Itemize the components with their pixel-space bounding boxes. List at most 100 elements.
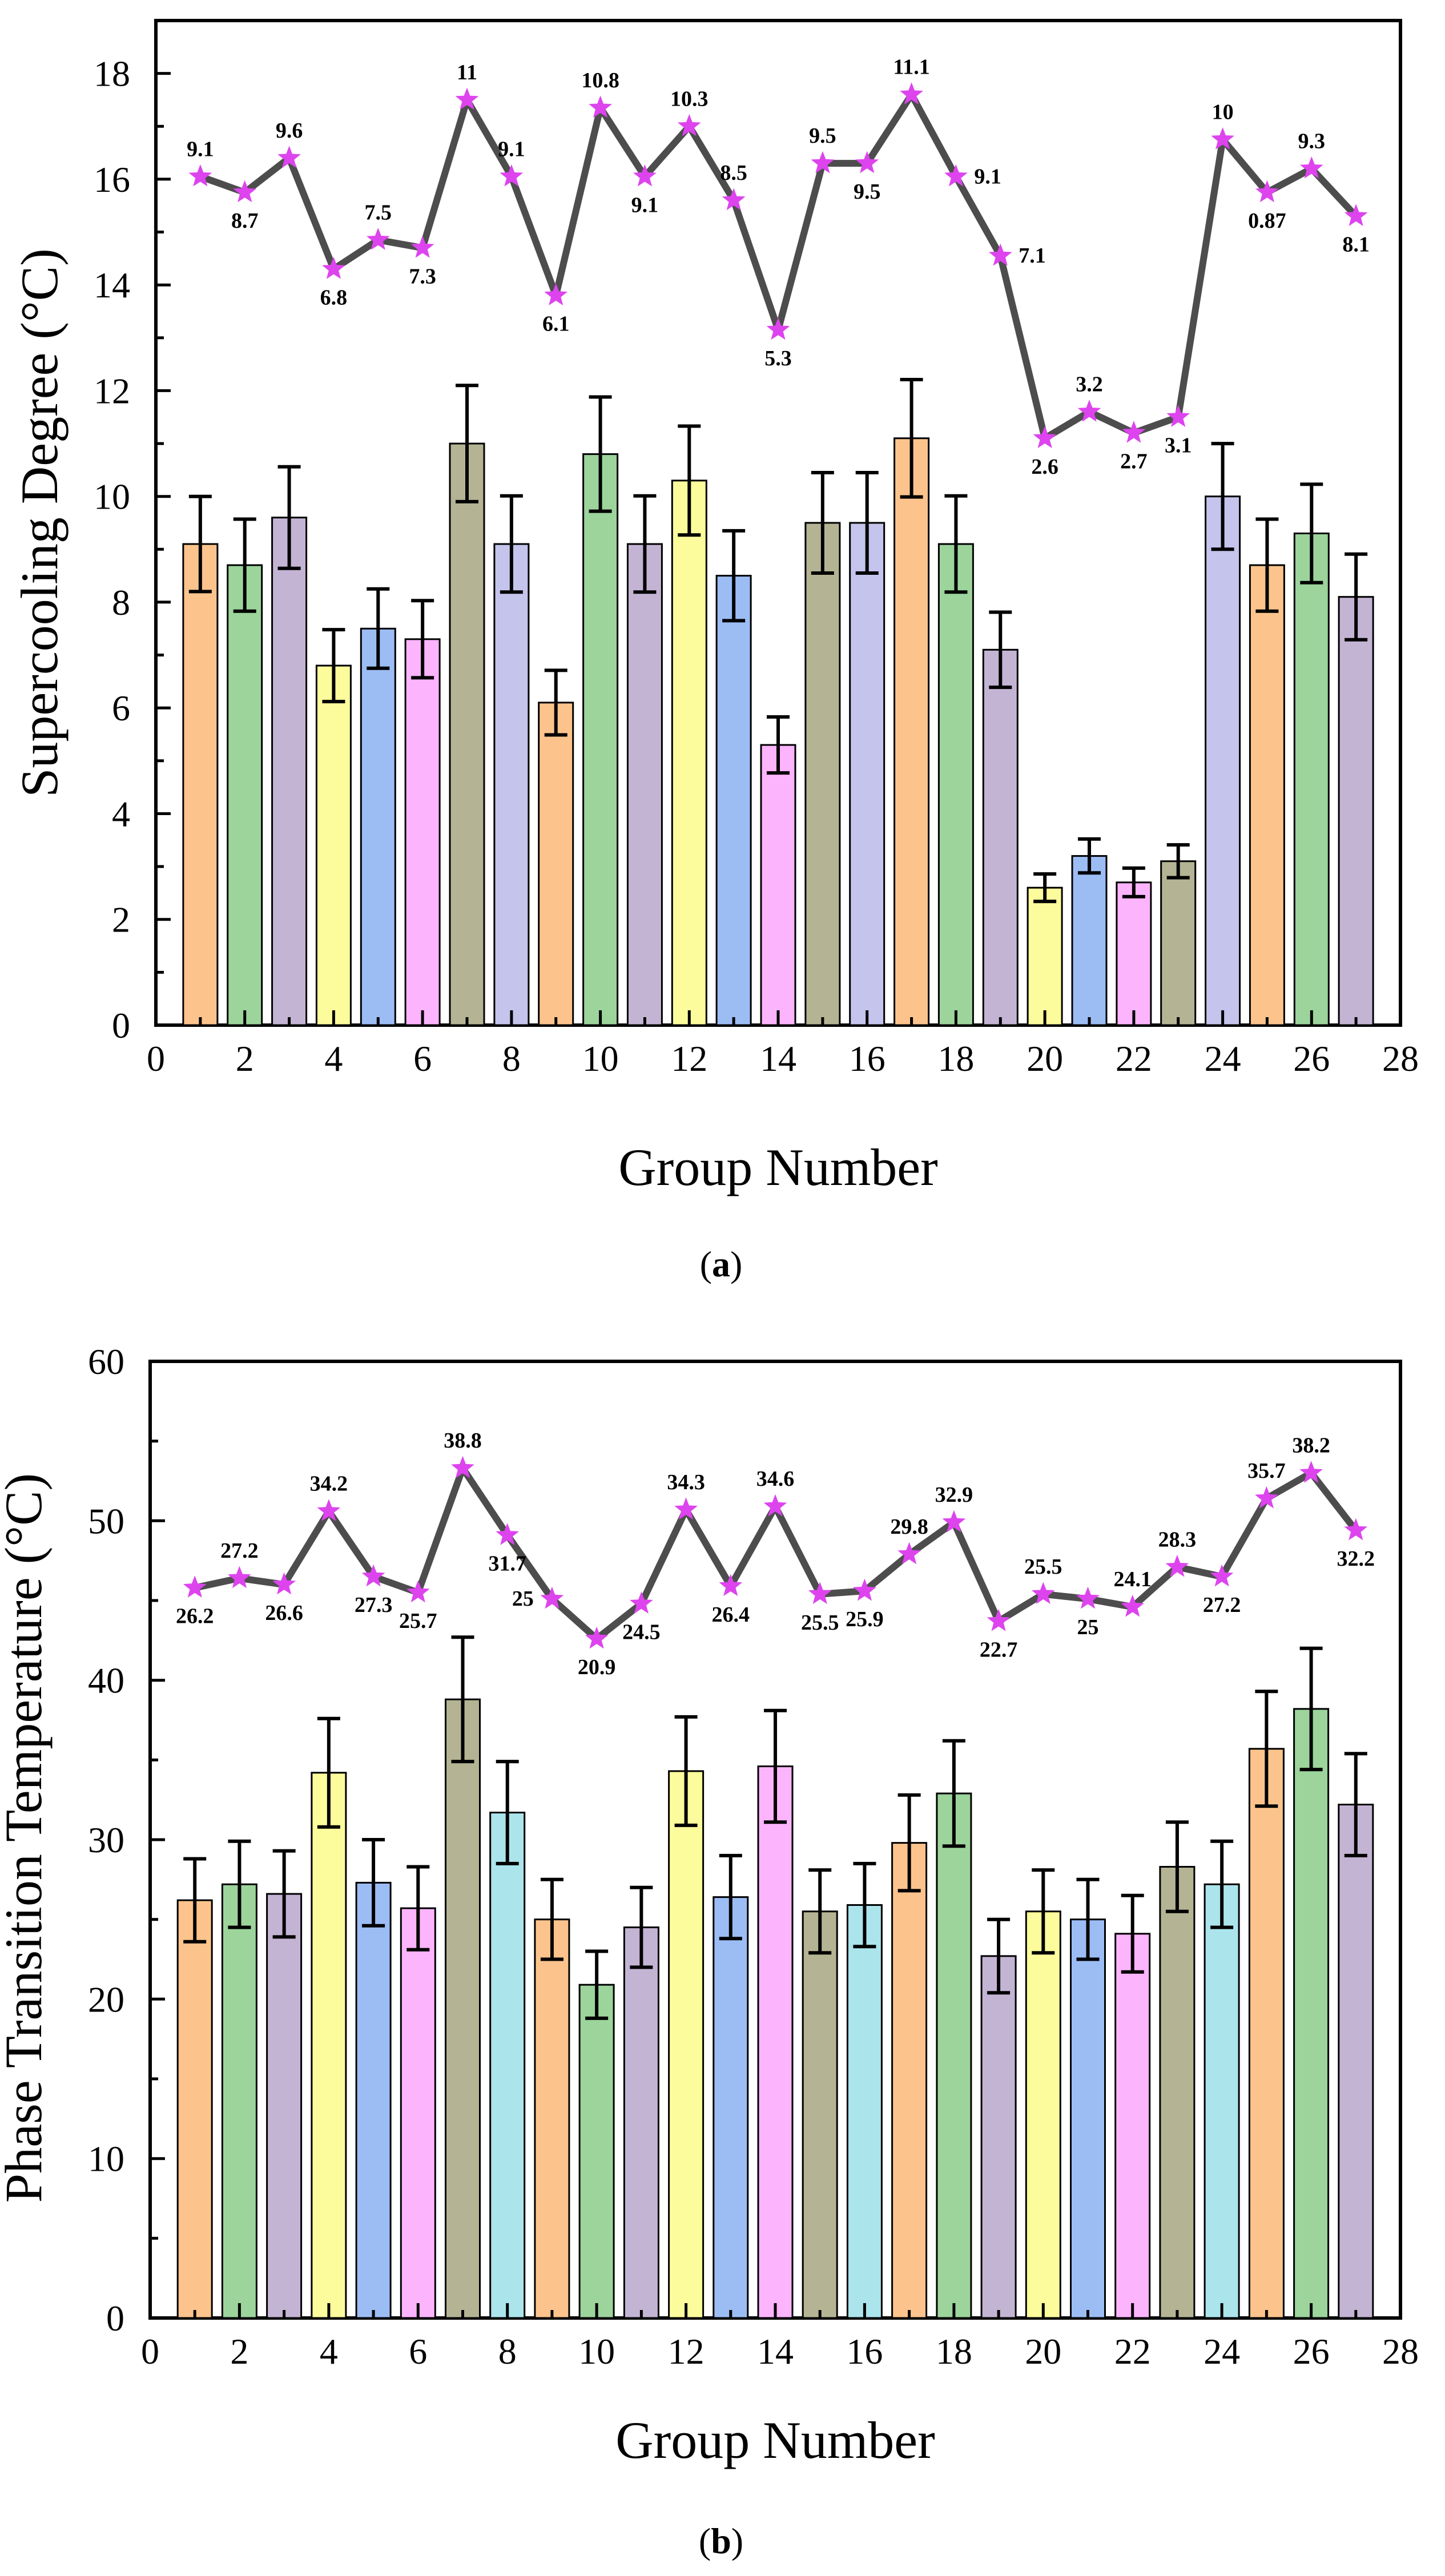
panel-a-error-bar-23	[1166, 843, 1190, 880]
panel-b-y-tick-label: 50	[88, 1501, 124, 1541]
panel-a-marker-24	[1211, 127, 1234, 150]
panel-b-data-label-7: 38.8	[444, 1429, 482, 1453]
panel-b-letter: b	[711, 2521, 731, 2561]
panel-a-data-label-21: 3.2	[1076, 373, 1103, 397]
panel-a-series-line	[199, 91, 1359, 442]
panel-b-marker-9	[540, 1586, 564, 1609]
panel-a-label: (a)	[700, 1244, 743, 1284]
panel-b-x-tick-label: 28	[1382, 2331, 1419, 2372]
panel-a-chart: 9.1 8.7 9.6 6.8 7.5 7.3 11 9.1 6.1 10.8 9.1 10.3 8.5…	[10, 19, 1419, 1284]
panel-b-bar-15	[802, 1910, 838, 2319]
panel-b-error-bar-6	[406, 1865, 430, 1952]
panel-b-bar-7	[445, 1698, 481, 2319]
panel-b-data-label-25: 35.7	[1247, 1459, 1286, 1483]
panel-b-data-label-17: 29.8	[890, 1515, 928, 1539]
panel-b-marker-18	[942, 1510, 966, 1533]
panel-b-x-tick-label: 10	[578, 2331, 615, 2372]
panel-b-error-bar-2	[228, 1839, 251, 1929]
panel-b-y-tick-label: 30	[88, 1820, 124, 1860]
panel-a-y-tick-label: 4	[112, 794, 130, 835]
panel-a-marker-6	[410, 235, 434, 258]
panel-a-data-label-26: 9.3	[1298, 129, 1326, 153]
panel-b-x-axis-title: Group Number	[615, 2411, 935, 2469]
panel-b-error-bar-3	[272, 1849, 296, 1939]
panel-b-bar-8	[489, 1812, 526, 2319]
panel-a-marker-7	[455, 87, 479, 110]
panel-b-marker-25	[1254, 1486, 1278, 1509]
panel-a-x-tick-label: 14	[760, 1038, 796, 1079]
panel-b-marker-1	[183, 1575, 207, 1598]
panel-b-x-tick-label: 26	[1293, 2331, 1330, 2372]
panel-a-bar-9	[538, 702, 574, 1026]
panel-a-data-label-9: 6.1	[542, 312, 570, 336]
panel-a-error-bar-8	[500, 494, 523, 594]
panel-b-y-tick-label: 20	[88, 1979, 124, 2019]
panel-b-x-tick-label: 24	[1204, 2331, 1240, 2372]
panel-a-marker-11	[633, 164, 657, 187]
panel-b-error-bar-27	[1344, 1752, 1367, 1857]
panel-b-y-tick-label: 40	[88, 1660, 124, 1701]
panel-a-marker-1	[188, 164, 212, 187]
panel-a-error-bar-19	[989, 610, 1012, 690]
panel-a-y-tick-label: 12	[94, 370, 130, 411]
panel-b-bar-16	[846, 1904, 883, 2319]
panel-a-bar-25	[1249, 564, 1285, 1026]
panel-a-bar-16	[849, 522, 885, 1026]
panel-a-error-bar-5	[367, 587, 390, 670]
panel-a-x-tick-label: 4	[324, 1038, 343, 1079]
panel-b-marker-7	[451, 1456, 474, 1478]
panel-a-bar-13	[715, 575, 752, 1026]
panel-a-marker-18	[944, 164, 968, 187]
panel-b-marker-22	[1121, 1594, 1145, 1617]
panel-a-data-label-10: 10.8	[581, 68, 619, 92]
panel-a-bar-14	[760, 744, 796, 1026]
panel-b-marker-10	[585, 1626, 609, 1649]
panel-b-error-bar-8	[496, 1760, 519, 1865]
panel-b-data-label-8: 31.7	[488, 1552, 526, 1576]
panel-a-bar-3	[271, 517, 308, 1026]
panel-a-data-label-16: 9.5	[854, 180, 881, 204]
panel-b-error-bar-15	[808, 1868, 832, 1955]
panel-b-data-label-15: 25.5	[801, 1611, 839, 1635]
panel-b-data-label-16: 25.9	[846, 1607, 884, 1631]
panel-a-bar-10	[582, 453, 619, 1026]
panel-a-marker-20	[1033, 426, 1057, 449]
panel-a-bar-4	[315, 664, 352, 1026]
panel-b-x-tick-label: 6	[409, 2331, 427, 2372]
panel-b-y-tick-label: 60	[88, 1341, 124, 1382]
panel-a-x-tick-label: 12	[671, 1038, 707, 1079]
panel-b-bar-22	[1114, 1933, 1151, 2319]
panel-b-marker-11	[629, 1591, 653, 1614]
panel-a-error-bar-26	[1300, 482, 1323, 584]
panel-a-x-tick-label: 18	[937, 1038, 974, 1079]
panel-a-error-bar-14	[767, 715, 790, 775]
panel-a-marker-23	[1166, 405, 1190, 428]
panel-a-bar-11	[626, 543, 663, 1026]
panel-a-x-tick-label: 6	[413, 1038, 432, 1079]
panel-a-data-label-4: 6.8	[320, 285, 348, 309]
panel-b-error-bar-14	[764, 1708, 787, 1824]
panel-b-error-bar-19	[987, 1917, 1011, 1995]
panel-b-marker-5	[361, 1564, 385, 1587]
panel-a-error-bar-2	[233, 517, 256, 613]
panel-b-data-label-22: 24.1	[1113, 1567, 1152, 1591]
panel-b-error-bar-20	[1032, 1868, 1055, 1955]
panel-a-x-tick-label: 22	[1116, 1038, 1152, 1079]
panel-a-bar-27	[1338, 596, 1374, 1026]
panel-a-x-tick-label: 2	[236, 1038, 254, 1079]
panel-a-y-tick-label: 16	[94, 159, 130, 200]
panel-a-data-label-2: 8.7	[231, 209, 259, 233]
panel-a-marker-10	[589, 95, 612, 118]
panel-b-bar-19	[980, 1955, 1017, 2319]
panel-a-data-label-19: 7.1	[1019, 244, 1046, 268]
panel-b-marker-20	[1031, 1582, 1055, 1605]
panel-b-data-label-6: 25.7	[399, 1609, 437, 1633]
panel-b-x-tick-label: 14	[757, 2331, 794, 2372]
panel-a-y-tick-label: 14	[94, 265, 130, 305]
panel-b-error-bar-18	[942, 1739, 965, 1848]
panel-b-data-label-9: 25	[512, 1587, 534, 1611]
panel-b-bar-3	[266, 1893, 303, 2319]
panel-a-x-tick-label: 10	[582, 1038, 619, 1079]
panel-b-marker-12	[674, 1497, 698, 1520]
panel-a-error-bar-20	[1033, 872, 1057, 904]
